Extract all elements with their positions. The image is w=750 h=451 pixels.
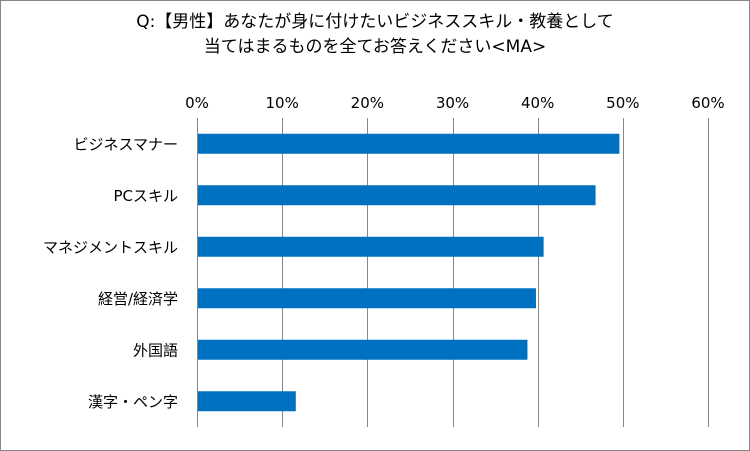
x-tick-label: 30% [436, 94, 469, 112]
category-label: 外国語 [133, 341, 178, 359]
chart-title-line2: 当てはまるものを全てお答えください<MA> [203, 37, 547, 57]
bar-3 [197, 288, 536, 309]
x-tick-label: 20% [351, 94, 384, 112]
category-label: PCスキル [113, 187, 178, 205]
x-tick-label: 60% [691, 94, 724, 112]
x-tick-label: 40% [521, 94, 554, 112]
chart-title: Q:【男性】あなたが身に付けたいビジネススキル・教養として 当てはまるものを全て… [0, 10, 750, 60]
x-tick-label: 10% [265, 94, 298, 112]
bar-0 [197, 133, 620, 154]
category-label: マネジメントスキル [43, 238, 178, 256]
bar-4 [197, 339, 528, 360]
x-tick-label: 0% [185, 94, 209, 112]
chart-title-line1: Q:【男性】あなたが身に付けたいビジネススキル・教養として [136, 12, 614, 32]
bar-5 [197, 391, 296, 412]
x-tick-label: 50% [606, 94, 639, 112]
bar-1 [197, 185, 596, 206]
bars [197, 133, 620, 412]
x-tick-labels: 0% 10% 20% 30% 40% 50% 60% [185, 94, 725, 112]
category-label: 経営/経済学 [98, 290, 178, 308]
category-label: 漢字・ペン字 [88, 393, 178, 411]
gridlines [282, 118, 709, 427]
category-label: ビジネスマナー [73, 135, 178, 153]
bar-2 [197, 236, 544, 257]
